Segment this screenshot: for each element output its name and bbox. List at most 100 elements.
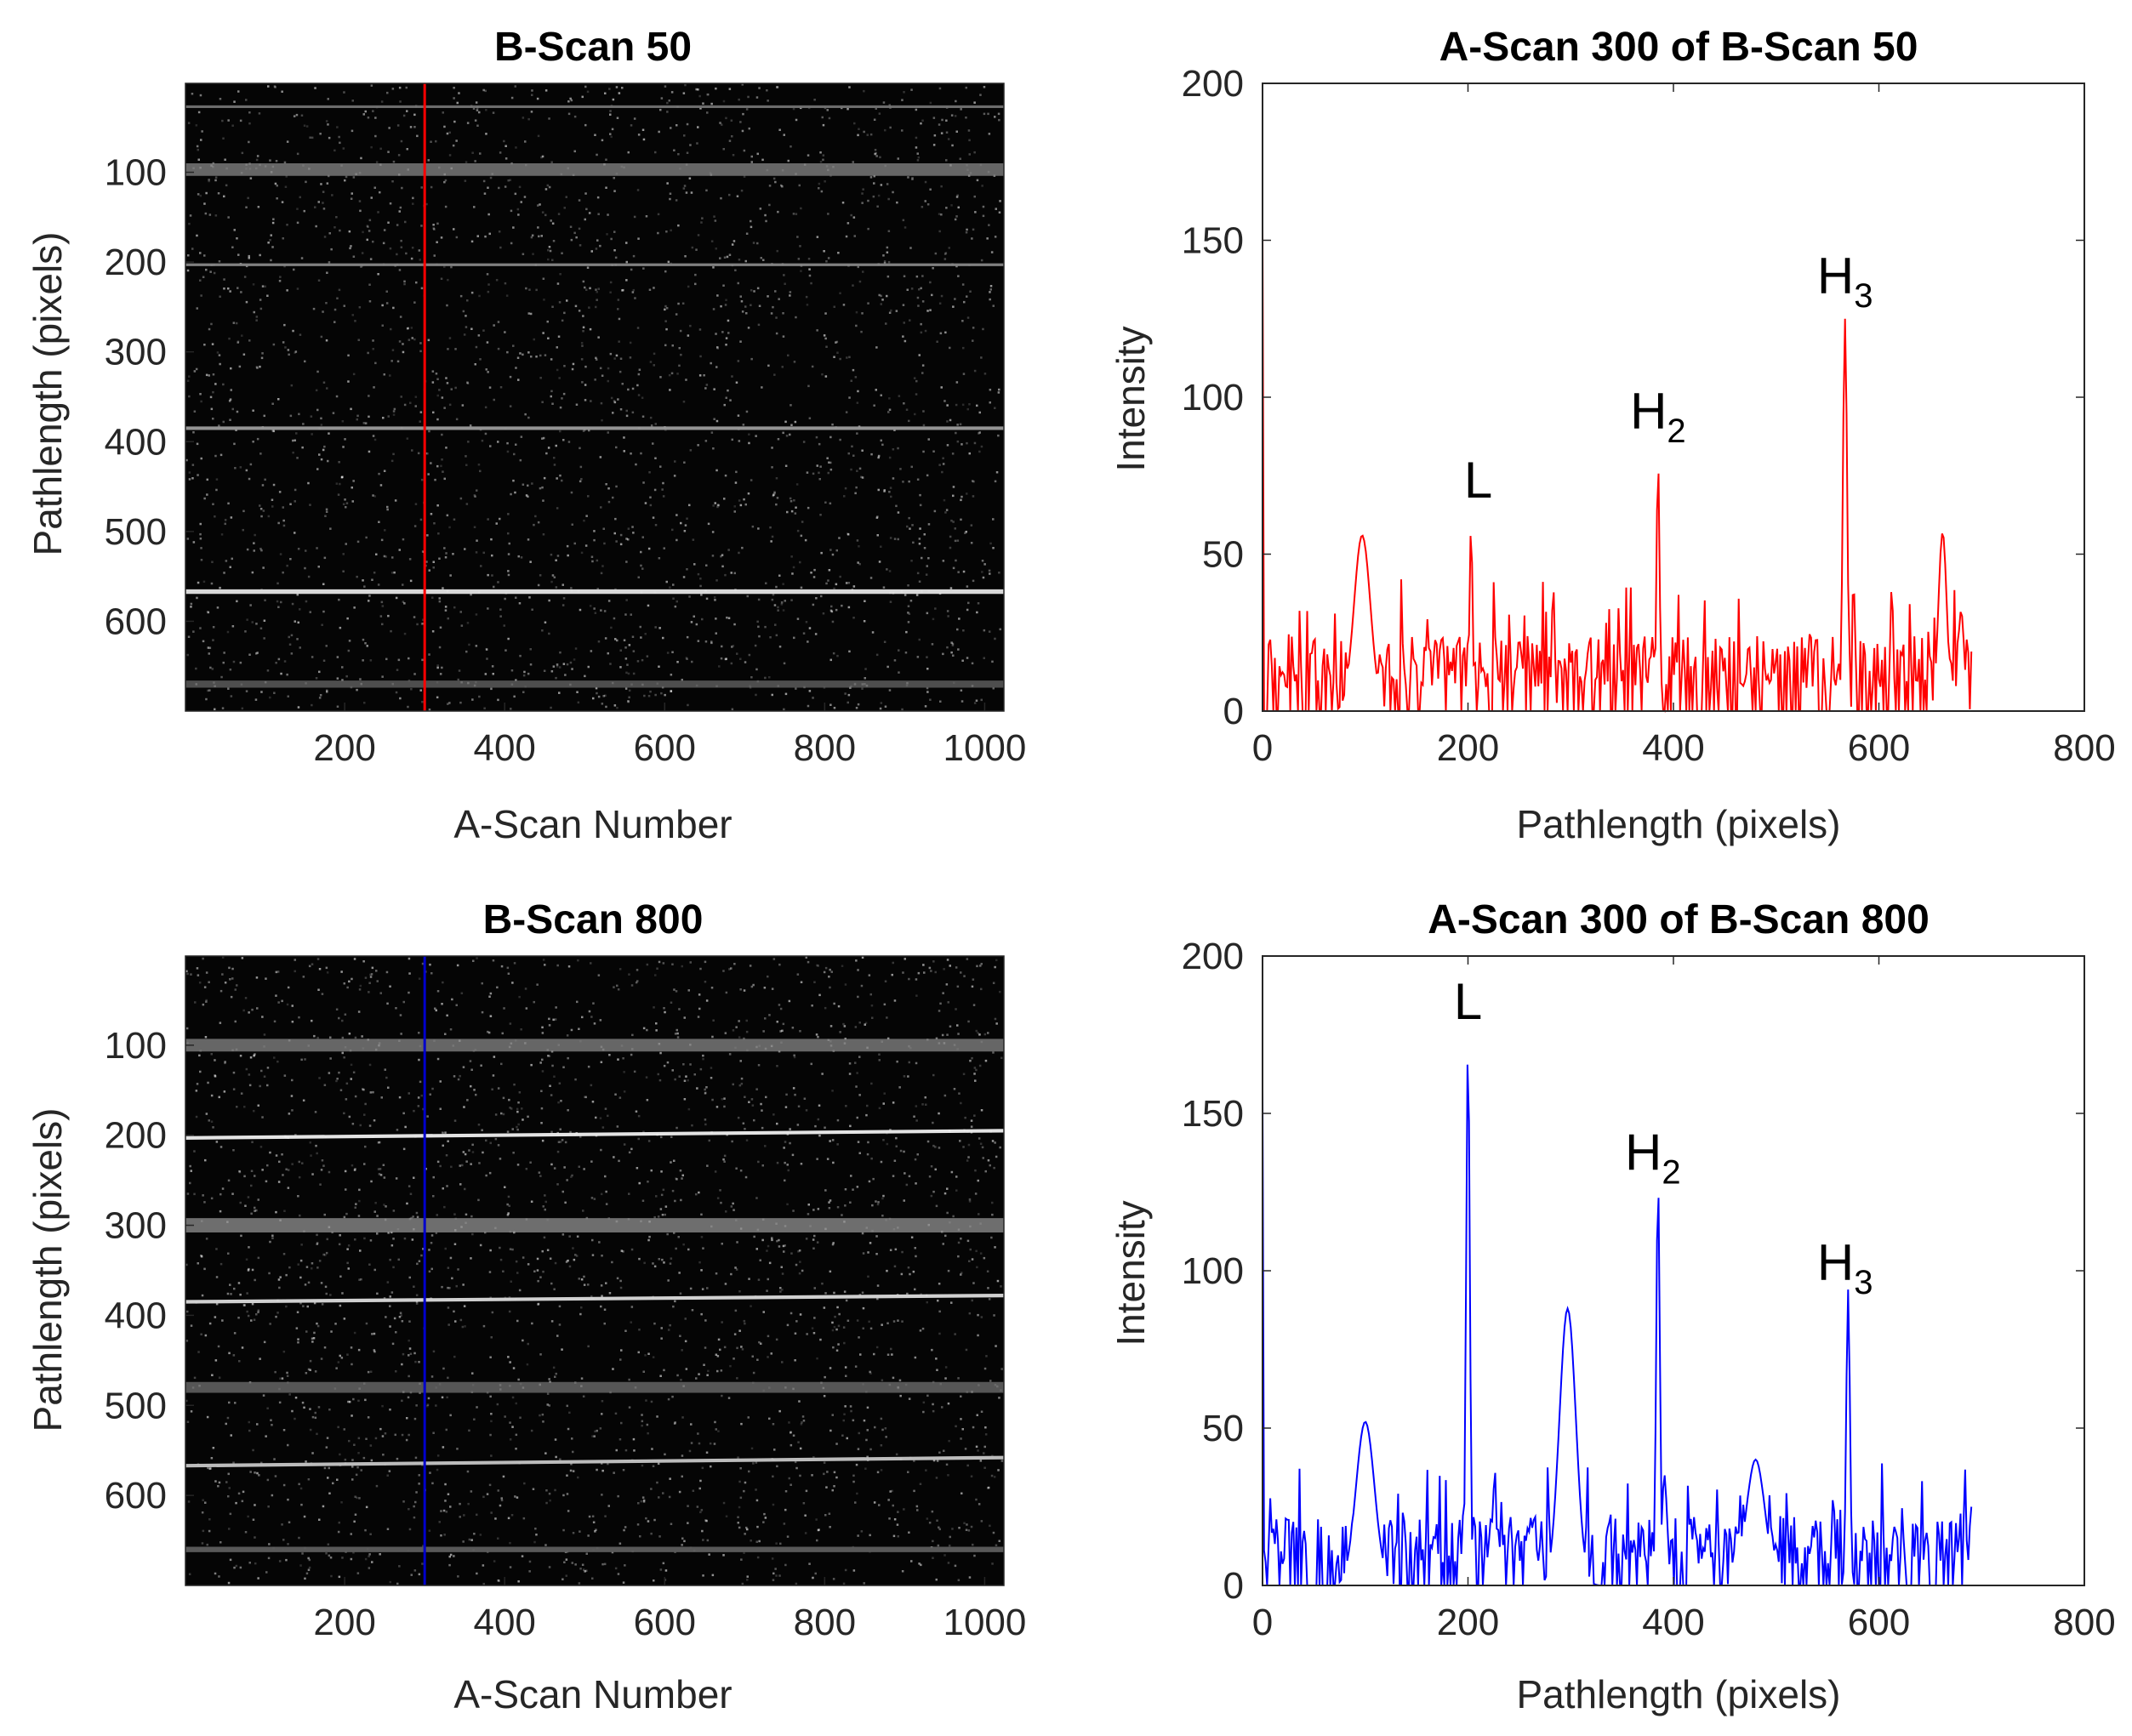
speckle — [917, 305, 920, 307]
speckle — [945, 119, 948, 122]
speckle — [660, 1193, 664, 1197]
speckle — [364, 1528, 367, 1532]
speckle — [718, 665, 721, 668]
speckle — [839, 357, 841, 361]
speckle — [697, 126, 699, 128]
speckle — [392, 1266, 395, 1269]
speckle — [939, 332, 943, 335]
speckle — [408, 339, 411, 341]
speckle — [370, 196, 373, 199]
speckle — [664, 1205, 668, 1208]
speckle — [663, 1369, 665, 1372]
speckle — [318, 1518, 321, 1521]
speckle — [320, 424, 323, 426]
speckle — [541, 155, 544, 158]
speckle — [402, 1000, 405, 1004]
speckle — [787, 1169, 790, 1172]
speckle — [701, 217, 704, 219]
speckle — [625, 409, 628, 413]
speckle — [579, 1136, 582, 1138]
speckle — [957, 648, 960, 651]
speckle — [842, 1419, 845, 1422]
speckle — [892, 1175, 895, 1177]
speckle — [880, 1469, 883, 1471]
speckle — [431, 370, 435, 373]
speckle — [681, 965, 683, 968]
speckle — [476, 1572, 478, 1575]
speckle — [687, 1248, 690, 1251]
speckle — [419, 411, 423, 413]
speckle — [487, 371, 489, 373]
speckle — [476, 1513, 478, 1517]
speckle — [760, 257, 762, 259]
speckle — [831, 1414, 834, 1416]
speckle — [346, 1248, 349, 1250]
speckle — [654, 524, 658, 526]
chart-title: B-Scan 800 — [483, 897, 704, 942]
speckle — [277, 1181, 281, 1183]
speckle — [799, 245, 801, 248]
speckle — [515, 1448, 517, 1450]
speckle — [910, 287, 914, 290]
speckle — [409, 1192, 413, 1195]
speckle — [513, 695, 516, 698]
speckle — [532, 1488, 535, 1490]
speckle — [508, 1296, 511, 1299]
speckle — [392, 452, 395, 456]
speckle — [729, 399, 732, 401]
speckle — [218, 1575, 220, 1578]
speckle — [976, 1266, 978, 1269]
speckle — [476, 235, 479, 237]
speckle — [652, 442, 654, 445]
speckle — [263, 619, 266, 622]
speckle — [799, 1261, 801, 1263]
speckle — [352, 255, 356, 258]
speckle — [350, 1346, 353, 1349]
speckle — [548, 185, 551, 189]
speckle — [499, 608, 502, 611]
speckle — [678, 1075, 681, 1078]
speckle — [938, 123, 941, 126]
speckle — [485, 133, 487, 135]
speckle — [545, 1501, 548, 1505]
speckle — [710, 641, 713, 645]
speckle — [563, 207, 566, 209]
speckle — [867, 1275, 869, 1278]
speckle — [373, 572, 376, 574]
speckle — [241, 151, 244, 155]
speckle — [922, 424, 926, 427]
speckle — [520, 435, 523, 438]
speckle — [705, 189, 708, 192]
speckle — [435, 1232, 438, 1234]
speckle — [989, 1524, 991, 1528]
speckle — [862, 1306, 865, 1310]
speckle — [533, 1540, 536, 1544]
speckle — [571, 1174, 573, 1177]
speckle — [948, 1439, 950, 1443]
speckle — [773, 492, 776, 495]
y-tick-label: 600 — [105, 600, 167, 642]
speckle — [240, 1092, 243, 1095]
speckle — [992, 305, 995, 307]
speckle — [978, 411, 981, 414]
speckle — [255, 1313, 258, 1316]
speckle — [961, 443, 963, 446]
speckle — [941, 1406, 943, 1409]
speckle — [340, 1501, 343, 1504]
speckle — [544, 354, 547, 356]
speckle — [902, 481, 904, 483]
speckle — [214, 708, 216, 711]
speckle — [875, 516, 879, 519]
speckle — [455, 1284, 458, 1288]
speckle — [665, 327, 668, 331]
speckle — [790, 1483, 792, 1486]
speckle — [604, 694, 607, 697]
speckle — [291, 602, 294, 606]
speckle — [392, 1210, 396, 1212]
speckle — [208, 646, 212, 649]
speckle — [738, 259, 741, 261]
speckle — [395, 1331, 397, 1334]
speckle — [444, 1247, 447, 1250]
speckle — [558, 377, 561, 379]
speckle — [906, 525, 909, 528]
